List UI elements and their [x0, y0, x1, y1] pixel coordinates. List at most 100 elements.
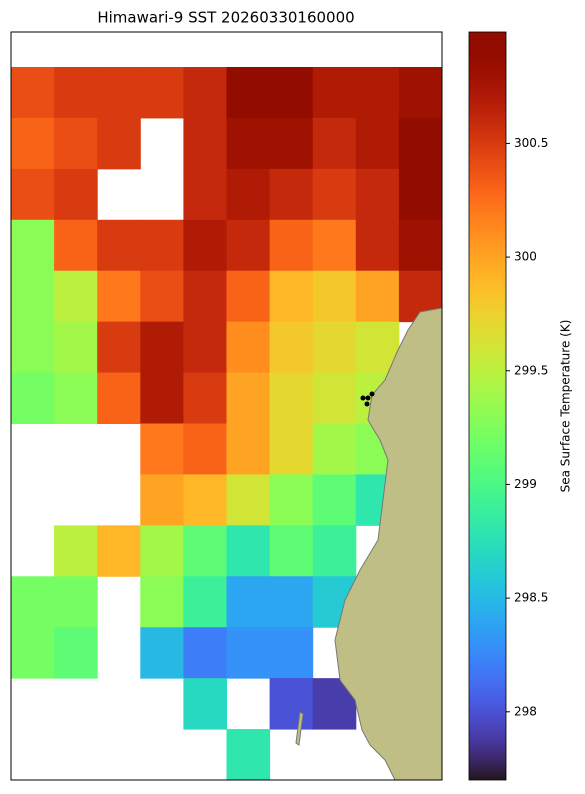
sst-cell [312, 117, 357, 170]
sst-cell [183, 270, 227, 323]
sst-cell [269, 321, 314, 374]
sst-cell [11, 321, 55, 374]
sst-cell [355, 117, 400, 170]
sst-cell [140, 219, 184, 272]
sst-cell [226, 729, 271, 781]
sst-cell [312, 168, 357, 221]
sst-cell [269, 117, 314, 170]
sst-cell [183, 219, 227, 272]
colorbar-label: Sea Surface Temperature (K) [559, 320, 573, 493]
sst-cell [11, 372, 55, 424]
sst-cell [398, 219, 443, 272]
sst-cell [312, 423, 357, 475]
sst-cell [97, 372, 141, 424]
overlay [295, 307, 443, 781]
marker [365, 395, 371, 401]
sst-cell [11, 67, 55, 119]
sst-cell [312, 219, 357, 272]
sst-cell [312, 270, 357, 323]
sst-cell [269, 168, 314, 221]
sst-cell [226, 576, 271, 628]
sst-cell [226, 474, 271, 526]
sst-cell [269, 372, 314, 424]
sst-cell [97, 219, 141, 272]
colorbar-tick-label: 299.5 [514, 363, 548, 377]
colorbar-tick-label: 300.5 [514, 136, 548, 150]
sst-cell [11, 168, 55, 221]
sst-cell [226, 270, 271, 323]
sst-cell [226, 525, 271, 577]
sst-cell [140, 474, 184, 526]
chart-title: Himawari-9 SST 20260330160000 [97, 9, 354, 27]
sst-cell [97, 525, 141, 577]
colorbar-tick-label: 299 [514, 477, 537, 491]
sst-cell [183, 474, 227, 526]
sst-cell [183, 423, 227, 475]
sst-cell [11, 576, 55, 628]
sst-cell [183, 117, 227, 170]
sst-cell [11, 117, 55, 170]
sst-cell [97, 117, 141, 170]
sst-cell [226, 372, 271, 424]
sst-cell [54, 270, 98, 323]
sst-cell [226, 117, 271, 170]
sst-cell [140, 67, 184, 119]
sst-cell [183, 525, 227, 577]
sst-cell [97, 270, 141, 323]
sst-cell [11, 270, 55, 323]
sst-cell [226, 321, 271, 374]
sst-cell [140, 372, 184, 424]
sst-cell [355, 219, 400, 272]
sst-cell [355, 168, 400, 221]
sst-cell [54, 525, 98, 577]
sst-cell [226, 423, 271, 475]
sst-cell [183, 678, 227, 730]
sst-cell [269, 474, 314, 526]
sst-cell [54, 576, 98, 628]
sst-cell [54, 168, 98, 221]
sst-cell [54, 372, 98, 424]
sst-cell [140, 627, 184, 679]
sst-cell [398, 117, 443, 170]
marker [369, 391, 375, 397]
sst-cell [140, 321, 184, 374]
sst-cell [54, 67, 98, 119]
sst-cell [269, 627, 314, 679]
sst-cell [54, 219, 98, 272]
sst-cell [312, 525, 357, 577]
colorbar-tick-label: 298 [514, 704, 537, 718]
sst-cell [312, 474, 357, 526]
sst-cell [183, 67, 227, 119]
sst-cell [54, 117, 98, 170]
sst-cell [269, 270, 314, 323]
land [334, 307, 443, 781]
sst-cell [97, 67, 141, 119]
sst-cell [11, 219, 55, 272]
sst-cell [355, 270, 400, 323]
marker [364, 401, 370, 407]
sst-cell [312, 372, 357, 424]
sst-cell [183, 321, 227, 374]
sst-cell [269, 525, 314, 577]
sst-cell [312, 67, 357, 119]
map-frame [10, 31, 443, 781]
sst-field [11, 67, 443, 781]
colorbar-tick-label: 298.5 [514, 591, 548, 605]
sst-cell [269, 678, 314, 730]
sst-cell [140, 423, 184, 475]
sst-cell [269, 67, 314, 119]
colorbar-tick-label: 300 [514, 250, 537, 264]
sst-cell [226, 67, 271, 119]
island [295, 711, 304, 746]
sst-cell [398, 168, 443, 221]
sst-cell [183, 627, 227, 679]
colorbar [468, 31, 507, 781]
sst-cell [183, 576, 227, 628]
sst-cell [183, 372, 227, 424]
sst-cell [226, 627, 271, 679]
sst-cell [269, 219, 314, 272]
sst-cell [183, 168, 227, 221]
sst-cell [54, 627, 98, 679]
